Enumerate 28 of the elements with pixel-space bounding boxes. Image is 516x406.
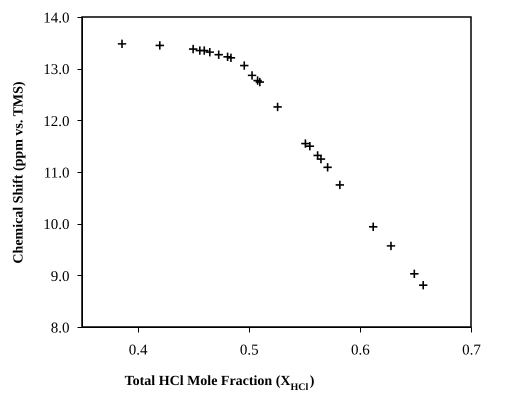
- x-tick-label: 0.4: [128, 342, 148, 358]
- point: [322, 162, 333, 172]
- point: [316, 154, 326, 164]
- point: [154, 40, 165, 50]
- point: [226, 52, 236, 63]
- y-tick-label: 8.0: [50, 320, 70, 336]
- point: [312, 150, 323, 160]
- point: [418, 280, 428, 290]
- x-tick-label: 0.7: [462, 342, 482, 358]
- point: [239, 60, 250, 71]
- point: [188, 44, 198, 54]
- y-tick-label: 12.0: [43, 114, 70, 130]
- x-tick-label: 0.5: [240, 342, 259, 358]
- point: [117, 38, 127, 49]
- point: [368, 222, 378, 232]
- y-tick-label: 9.0: [50, 268, 70, 285]
- x-tick-label: 0.6: [350, 342, 370, 358]
- point: [334, 180, 345, 190]
- point: [222, 52, 233, 62]
- point: [409, 268, 420, 279]
- point: [214, 50, 224, 60]
- y-axis-title: Chemical Shift (ppm vs. TMS): [11, 81, 26, 264]
- y-tick-label: 14.0: [43, 10, 70, 26]
- y-tick-label: 13.0: [43, 62, 70, 78]
- point: [272, 102, 283, 112]
- y-tick-label: 11.0: [44, 166, 70, 182]
- y-tick-label: 10.0: [43, 217, 70, 234]
- point: [386, 240, 396, 251]
